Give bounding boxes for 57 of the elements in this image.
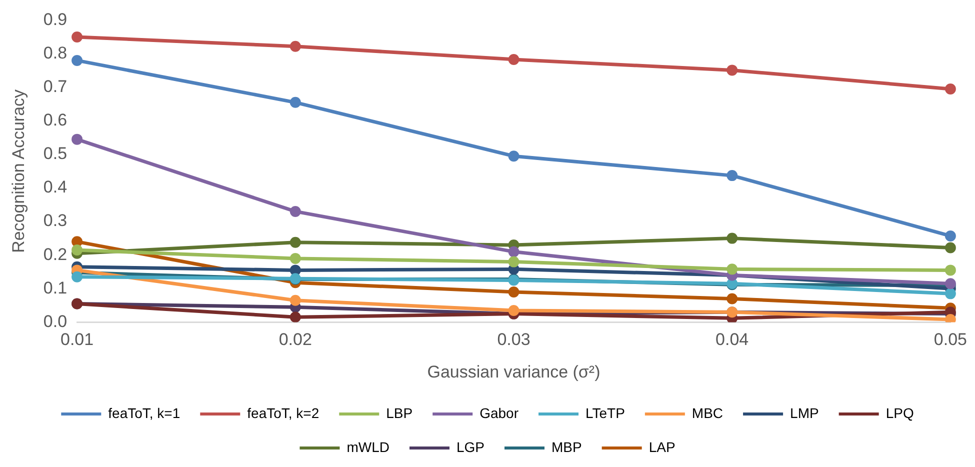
point xyxy=(290,40,301,52)
point xyxy=(508,150,520,162)
x-tick-label: 0.05 xyxy=(934,330,968,350)
y-tick-label: 0.6 xyxy=(43,110,68,130)
legend-label: MBC xyxy=(692,404,724,421)
y-tick-label: 0.9 xyxy=(43,10,68,29)
point xyxy=(726,264,738,275)
point xyxy=(726,232,738,244)
point xyxy=(72,31,83,42)
point xyxy=(726,170,738,182)
point xyxy=(290,294,301,306)
point xyxy=(726,64,738,76)
point xyxy=(944,230,956,242)
legend-label: MBP xyxy=(551,438,582,455)
legend-label: LGP xyxy=(456,438,484,455)
point xyxy=(944,288,956,300)
y-tick-label: 0.7 xyxy=(43,77,68,96)
point xyxy=(72,134,83,145)
legend-label: mWLD xyxy=(346,438,390,455)
point xyxy=(290,252,301,264)
point xyxy=(72,244,83,256)
y-tick-label: 0.5 xyxy=(43,144,68,164)
x-axis-title: Gaussian variance (σ²) xyxy=(427,362,600,382)
x-tick-label: 0.04 xyxy=(716,330,749,350)
y-tick-label: 0.3 xyxy=(43,211,68,230)
point xyxy=(290,236,301,248)
y-tick-label: 0.8 xyxy=(43,43,68,62)
legend-label: feaToT, k=1 xyxy=(108,404,180,421)
point xyxy=(508,304,520,316)
y-tick-label: 0.4 xyxy=(43,178,68,197)
point xyxy=(290,96,301,108)
point xyxy=(944,83,956,94)
y-axis-title: Recognition Accuracy xyxy=(8,88,28,253)
point xyxy=(508,286,520,298)
legend-label: LMP xyxy=(790,404,819,421)
point xyxy=(508,256,520,268)
legend-label: feaToT, k=2 xyxy=(247,404,320,421)
y-tick-label: 0.1 xyxy=(43,278,68,298)
point xyxy=(726,293,738,304)
point xyxy=(508,54,520,65)
y-tick-label: 0.2 xyxy=(43,244,68,264)
x-tick-label: 0.01 xyxy=(60,330,94,350)
point xyxy=(290,206,301,217)
y-tick-label: 0.0 xyxy=(43,312,68,331)
point xyxy=(508,246,520,258)
legend-label: LPQ xyxy=(886,404,914,421)
point xyxy=(944,264,956,276)
point xyxy=(72,271,83,282)
x-tick-label: 0.02 xyxy=(278,330,312,350)
legend-label: Gabor xyxy=(480,404,519,421)
legend-label: LTeTP xyxy=(586,404,625,421)
point xyxy=(72,54,83,66)
point xyxy=(944,242,956,254)
point xyxy=(290,312,301,322)
legend-label: LAP xyxy=(648,438,676,455)
legend-label: LBP xyxy=(386,404,413,421)
x-tick-label: 0.03 xyxy=(497,330,530,350)
